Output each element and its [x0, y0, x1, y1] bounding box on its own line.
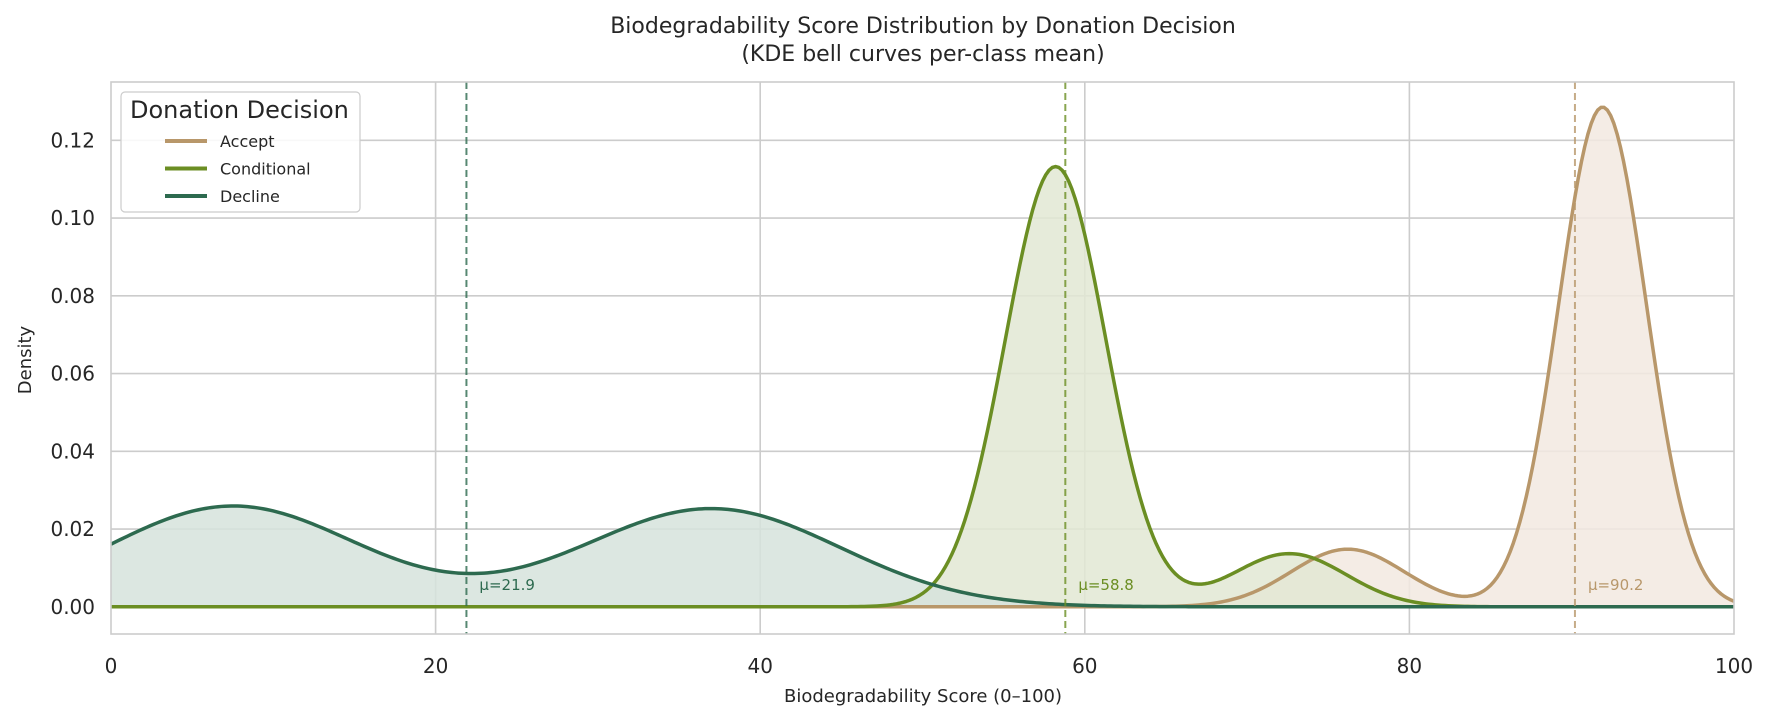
y-tick-label: 0.06: [50, 362, 95, 386]
mean-lines: μ=90.2 μ=58.8 μ=21.9: [465, 82, 1644, 634]
legend-label-conditional: Conditional: [220, 160, 311, 179]
chart-subtitle: (KDE bell curves per-class mean): [741, 42, 1104, 67]
decline-area: [111, 506, 1734, 607]
density-fills: [111, 107, 1734, 607]
accept-area: [111, 107, 1734, 607]
legend: Donation Decision Accept Conditional Decli…: [120, 91, 361, 213]
plot-frame: [110, 81, 1735, 635]
y-tick-label: 0.02: [50, 517, 95, 541]
x-axis-label: Biodegradability Score (0–100): [784, 686, 1062, 707]
y-tick-label: 0.00: [50, 595, 95, 619]
legend-label-decline: Decline: [220, 187, 280, 206]
y-tick-label: 0.08: [50, 284, 95, 308]
y-tick-label: 0.12: [50, 128, 95, 152]
legend-title: Donation Decision: [130, 96, 349, 124]
x-tick-label: 100: [1715, 654, 1753, 678]
decline-curve: [110, 504, 1734, 609]
decline-mean-label: μ=21.9: [479, 576, 535, 594]
x-tick-label: 40: [747, 654, 772, 678]
y-ticks: 0.00 0.02 0.04 0.06 0.08 0.10 0.12: [50, 128, 95, 618]
x-tick-label: 20: [423, 654, 448, 678]
legend-label-accept: Accept: [220, 132, 275, 151]
y-axis-label: Density: [15, 325, 36, 394]
y-tick-label: 0.04: [50, 439, 95, 463]
density-curves: [110, 105, 1735, 609]
x-tick-label: 0: [105, 654, 118, 678]
x-tick-label: 80: [1397, 654, 1422, 678]
legend-box: [120, 91, 361, 213]
accept-mean-label: μ=90.2: [1588, 576, 1644, 594]
x-ticks: 0 20 40 60 80 100: [105, 654, 1753, 678]
x-tick-label: 60: [1072, 654, 1097, 678]
chart-title: Biodegradability Score Distribution by D…: [610, 14, 1236, 39]
conditional-mean-label: μ=58.8: [1078, 576, 1134, 594]
y-tick-label: 0.10: [50, 206, 95, 230]
